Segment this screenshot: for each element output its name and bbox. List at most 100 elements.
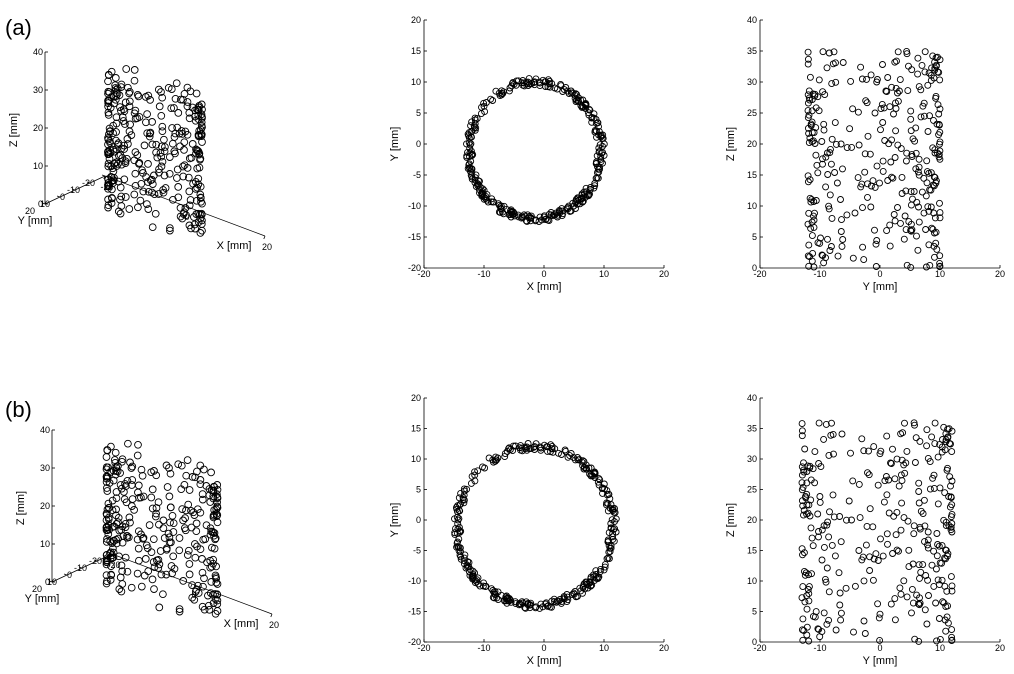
data-point xyxy=(891,58,899,66)
data-point xyxy=(837,616,845,624)
data-point xyxy=(889,550,897,557)
data-point xyxy=(213,511,222,519)
data-point xyxy=(594,478,602,486)
data-point xyxy=(482,99,490,106)
data-point xyxy=(131,114,140,123)
data-point xyxy=(908,66,916,74)
data-point xyxy=(191,185,200,193)
data-point xyxy=(164,529,173,538)
data-point xyxy=(213,596,222,605)
data-point xyxy=(808,107,816,115)
z-axis-label: Z [mm] xyxy=(8,113,20,147)
data-point xyxy=(121,553,130,562)
data-point xyxy=(108,194,116,203)
data-point xyxy=(808,232,816,240)
y-tick-label: 5 xyxy=(416,485,421,495)
data-point xyxy=(927,203,935,211)
data-point xyxy=(929,144,937,152)
data-point xyxy=(207,486,216,495)
data-point xyxy=(179,516,187,525)
data-point xyxy=(168,569,176,578)
data-point xyxy=(489,97,497,104)
data-point xyxy=(892,127,900,135)
data-point xyxy=(932,54,940,62)
data-point xyxy=(111,74,120,82)
data-point xyxy=(130,506,138,514)
data-point xyxy=(800,549,808,557)
data-point xyxy=(915,83,923,91)
data-point xyxy=(575,98,583,106)
y-tick-label: -5 xyxy=(413,546,421,556)
data-point xyxy=(801,598,809,606)
data-point xyxy=(144,205,153,213)
data-point xyxy=(916,599,924,607)
data-point xyxy=(800,567,808,575)
data-point xyxy=(566,207,574,215)
data-point xyxy=(936,140,943,148)
data-point xyxy=(185,187,194,196)
data-point xyxy=(877,535,884,543)
data-point xyxy=(818,138,826,145)
data-point xyxy=(594,163,601,171)
data-point xyxy=(830,513,838,521)
data-point xyxy=(860,447,868,455)
y-axis-label: Z [mm] xyxy=(725,127,737,161)
data-point xyxy=(112,539,121,548)
data-point xyxy=(920,99,928,107)
data-point xyxy=(582,461,590,469)
data-point xyxy=(196,214,205,223)
data-point xyxy=(120,175,129,184)
data-point xyxy=(818,526,826,534)
data-point xyxy=(181,514,189,522)
data-point xyxy=(805,501,813,509)
data-point xyxy=(134,544,143,553)
data-point xyxy=(544,76,552,84)
data-point xyxy=(842,584,850,592)
data-point xyxy=(198,602,207,611)
data-point xyxy=(192,519,201,528)
data-point xyxy=(798,427,806,435)
data-point xyxy=(808,196,816,204)
data-point xyxy=(165,533,174,542)
data-point xyxy=(120,141,128,150)
data-point xyxy=(843,144,851,152)
x-tick-label: 20 xyxy=(262,242,272,252)
data-point xyxy=(577,587,585,595)
data-point xyxy=(870,555,878,563)
data-point xyxy=(830,450,837,458)
data-point xyxy=(142,118,150,127)
data-point xyxy=(455,515,463,523)
data-point xyxy=(563,593,571,601)
data-point xyxy=(177,461,186,470)
data-point xyxy=(563,591,571,598)
data-point xyxy=(536,82,544,90)
data-point xyxy=(487,95,495,103)
data-point xyxy=(489,198,497,206)
data-point xyxy=(901,212,909,220)
data-point xyxy=(112,494,121,503)
data-point xyxy=(910,530,918,538)
data-point xyxy=(151,512,160,521)
data-point xyxy=(577,96,585,104)
data-point xyxy=(839,236,847,243)
data-point xyxy=(859,243,867,251)
data-point xyxy=(476,582,484,590)
data-point xyxy=(805,262,813,270)
data-point xyxy=(936,484,944,492)
data-point xyxy=(832,140,840,148)
data-point xyxy=(183,98,192,106)
data-point xyxy=(596,165,604,173)
data-point xyxy=(815,528,822,535)
y-tick-label: 20 xyxy=(747,139,757,149)
data-point xyxy=(885,509,893,517)
data-point xyxy=(517,600,525,608)
data-point xyxy=(172,79,181,88)
data-point xyxy=(832,78,840,86)
data-point xyxy=(800,506,808,514)
data-point xyxy=(883,432,891,440)
data-point xyxy=(883,530,891,538)
data-point xyxy=(935,121,943,129)
data-point xyxy=(103,505,112,514)
data-point xyxy=(123,476,132,485)
